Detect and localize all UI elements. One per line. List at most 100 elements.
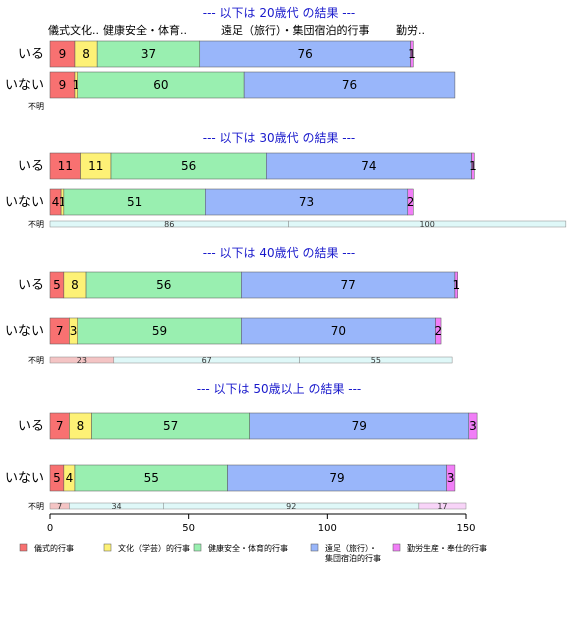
data-label: 3 — [447, 471, 455, 485]
bar-segment — [205, 188, 409, 216]
legend-label: 集団宿泊的行事 — [325, 553, 381, 563]
x-tick-label: 150 — [456, 523, 475, 534]
data-label: 9 — [59, 78, 67, 92]
bar-segment — [435, 317, 442, 345]
unknown-value: 17 — [437, 502, 447, 511]
row-label: いる — [18, 278, 44, 293]
panel-title: --- 以下は 20歳代 の結果 --- — [203, 6, 356, 20]
column-header: 勤労.. — [396, 23, 425, 37]
unknown-label: 不明 — [28, 220, 44, 229]
row-label: いる — [18, 419, 44, 434]
data-label: 70 — [331, 324, 346, 338]
bar-segment — [446, 464, 456, 492]
bar-segment — [243, 71, 456, 99]
bar-segment — [468, 412, 478, 440]
legend-label: 文化（学芸）的行事 — [118, 543, 190, 553]
data-label: 8 — [71, 278, 79, 292]
unknown-value: 92 — [286, 502, 296, 511]
data-label: 74 — [361, 159, 376, 173]
bar-segment — [241, 317, 436, 345]
bar-segment — [91, 412, 250, 440]
bar-segment — [266, 152, 472, 180]
data-label: 77 — [340, 278, 355, 292]
data-label: 3 — [469, 419, 477, 433]
row-label: いる — [18, 159, 44, 174]
unknown-segment — [299, 356, 453, 364]
bar-segment — [241, 271, 456, 299]
unknown-value: 67 — [202, 356, 212, 365]
column-header: 健康安全・体育.. — [103, 23, 187, 37]
panel-title: --- 以下は 30歳代 の結果 --- — [203, 131, 356, 145]
legend-label: 健康安全・体育的行事 — [208, 543, 288, 553]
unknown-value: 7 — [57, 502, 62, 511]
unknown-segment — [288, 220, 567, 228]
unknown-label: 不明 — [28, 356, 44, 365]
unknown-value: 55 — [371, 356, 381, 365]
bar-segment — [96, 40, 201, 68]
row-label: いない — [5, 195, 44, 210]
row-label: いる — [18, 47, 44, 62]
legend-swatch — [392, 543, 401, 552]
unknown-value: 34 — [111, 502, 121, 511]
x-tick-label: 100 — [318, 523, 337, 534]
unknown-value: 23 — [77, 356, 87, 365]
bar-segment — [77, 71, 245, 99]
data-label: 57 — [163, 419, 178, 433]
data-label: 7 — [56, 419, 64, 433]
data-label: 1 — [408, 47, 416, 61]
unknown-value: 100 — [420, 220, 435, 229]
data-label: 1 — [59, 195, 67, 209]
bar-segment — [85, 271, 242, 299]
bar-segment — [49, 40, 76, 68]
data-label: 9 — [59, 47, 67, 61]
data-label: 5 — [53, 278, 61, 292]
bar-segment — [471, 152, 475, 180]
bar-segment — [63, 188, 206, 216]
bar-segment — [199, 40, 411, 68]
data-label: 11 — [88, 159, 103, 173]
data-label: 59 — [152, 324, 167, 338]
data-label: 4 — [52, 195, 60, 209]
data-label: 56 — [181, 159, 196, 173]
data-label: 1 — [73, 78, 81, 92]
data-label: 60 — [153, 78, 168, 92]
data-label: 4 — [66, 471, 74, 485]
bar-segment — [410, 40, 414, 68]
legend-swatch — [103, 543, 112, 552]
data-label: 51 — [127, 195, 142, 209]
bar-segment — [49, 152, 81, 180]
data-label: 2 — [434, 324, 442, 338]
row-label: いない — [5, 324, 44, 339]
unknown-label: 不明 — [28, 102, 44, 111]
x-tick-label: 50 — [182, 523, 195, 534]
unknown-segment — [418, 502, 467, 510]
bar-segment — [227, 464, 447, 492]
data-label: 8 — [82, 47, 90, 61]
panel-title: --- 以下は 50歳以上 の結果 --- — [197, 382, 362, 396]
data-label: 37 — [141, 47, 156, 61]
data-label: 76 — [342, 78, 357, 92]
column-header: 儀式文化.. — [48, 23, 99, 37]
legend-label: 遠足（旅行）・ — [325, 543, 377, 553]
data-label: 5 — [53, 471, 61, 485]
row-label: いない — [5, 471, 44, 486]
data-label: 79 — [352, 419, 367, 433]
x-tick-label: 0 — [47, 523, 53, 534]
data-label: 79 — [329, 471, 344, 485]
unknown-value: 86 — [164, 220, 174, 229]
bar-segment — [80, 152, 112, 180]
bar-segment — [74, 464, 228, 492]
data-label: 73 — [299, 195, 314, 209]
bar-segment — [454, 271, 458, 299]
panel-title: --- 以下は 40歳代 の結果 --- — [203, 246, 356, 260]
data-label: 76 — [298, 47, 313, 61]
data-label: 1 — [452, 278, 460, 292]
data-label: 2 — [407, 195, 415, 209]
unknown-label: 不明 — [28, 502, 44, 511]
data-label: 3 — [70, 324, 78, 338]
bar-segment — [407, 188, 414, 216]
data-label: 55 — [144, 471, 159, 485]
legend-label: 儀式的行事 — [34, 543, 74, 553]
data-label: 11 — [58, 159, 73, 173]
